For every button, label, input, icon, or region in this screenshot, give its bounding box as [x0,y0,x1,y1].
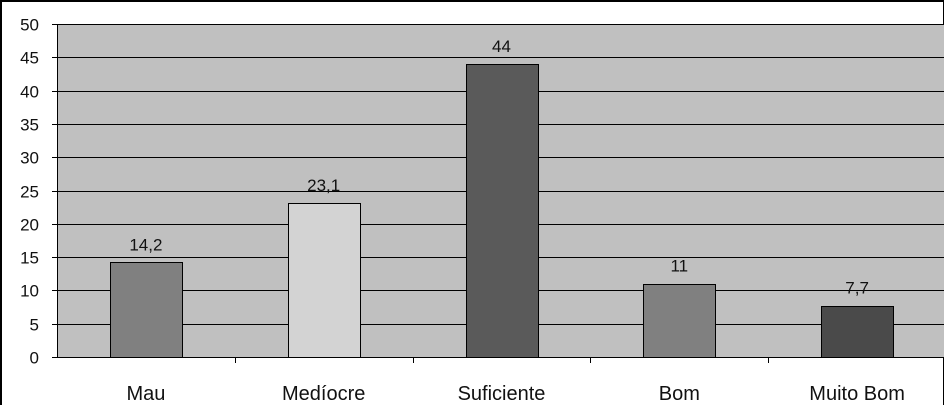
bar [821,306,894,358]
x-category-label: Muito Bom [809,383,905,405]
y-axis-ticks: 0 5 10 15 20 25 30 35 40 45 50 [20,16,58,368]
data-labels: 14,2 23,1 44 11 7,7 [129,37,869,298]
bar [110,262,183,358]
y-tick-label: 10 [20,282,39,301]
data-label: 7,7 [845,279,869,298]
x-category-label: Suficiente [458,383,546,405]
y-tick-label: 40 [20,83,39,102]
x-category-label: Medíocre [282,383,365,405]
x-category-label: Mau [126,383,165,405]
bar [288,203,361,358]
x-category-label: Bom [659,383,700,405]
bar [643,284,716,358]
bar [466,64,539,358]
x-axis: Mau Medíocre Suficiente Bom Muito Bom [57,357,944,405]
data-label: 14,2 [129,235,162,254]
y-tick-label: 45 [20,49,39,68]
y-tick-label: 15 [20,249,39,268]
data-label: 11 [670,257,688,276]
y-tick-label: 50 [20,16,39,35]
y-tick-label: 0 [30,349,39,368]
y-tick-label: 35 [20,116,39,135]
data-label: 44 [492,37,511,56]
y-tick-label: 30 [20,149,39,168]
y-tick-label: 25 [20,183,39,202]
y-tick-label: 5 [30,316,39,335]
y-tick-label: 20 [20,216,39,235]
data-label: 23,1 [307,176,340,195]
